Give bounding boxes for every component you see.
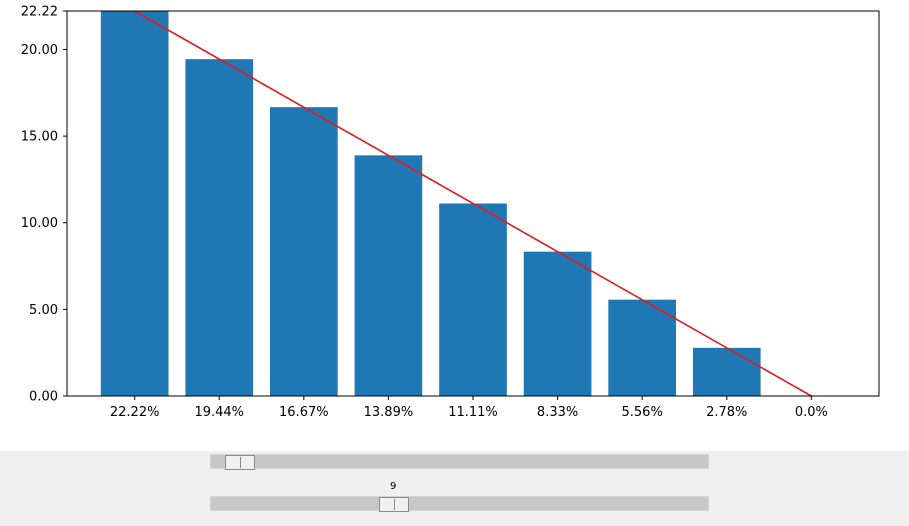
slider-2-value-label: 9: [390, 481, 397, 492]
bar: [439, 203, 507, 396]
chart-figure: 22.22% 19.44% 16.67% 13.89% 11.11% 8.33% 5.56%…: [20, 4, 880, 420]
overlay-line: [134, 10, 812, 397]
slider-1-thumb[interactable]: [225, 455, 255, 470]
x-tick-label: 13.89%: [364, 405, 414, 420]
slider-2-thumb[interactable]: [379, 497, 409, 512]
bar: [270, 107, 338, 397]
y-tick-label: 0.00: [29, 390, 58, 405]
slider-1-grip: [240, 457, 241, 468]
y-tick-label: 5.00: [29, 303, 58, 318]
bar: [100, 11, 169, 396]
slider-2-grip: [394, 499, 395, 510]
bar-chart: 22.22% 19.44% 16.67% 13.89% 11.11% 8.33% 5.56%…: [21, 5, 880, 420]
bar: [523, 251, 592, 396]
x-tick-label: 19.44%: [194, 405, 244, 420]
slider-1[interactable]: [210, 454, 709, 470]
bar: [185, 59, 254, 397]
y-tick-label: 22.22: [21, 5, 58, 20]
x-tick-label: 16.67%: [279, 405, 329, 420]
x-tick-label: 11.11%: [448, 405, 498, 420]
slider-2[interactable]: [210, 496, 709, 512]
x-tick-label: 0.0%: [795, 405, 828, 420]
y-tick-label: 20.00: [21, 43, 58, 58]
bar: [354, 155, 423, 396]
controls-panel: 9: [0, 451, 909, 526]
y-tick-label: 15.00: [21, 130, 58, 145]
bar: [608, 299, 676, 396]
y-tick-label: 10.00: [21, 216, 58, 231]
x-tick-label: 22.22%: [110, 405, 160, 420]
x-tick-label: 8.33%: [537, 405, 578, 420]
x-tick-label: 2.78%: [706, 405, 747, 420]
x-tick-label: 5.56%: [622, 405, 663, 420]
bar: [692, 347, 761, 396]
